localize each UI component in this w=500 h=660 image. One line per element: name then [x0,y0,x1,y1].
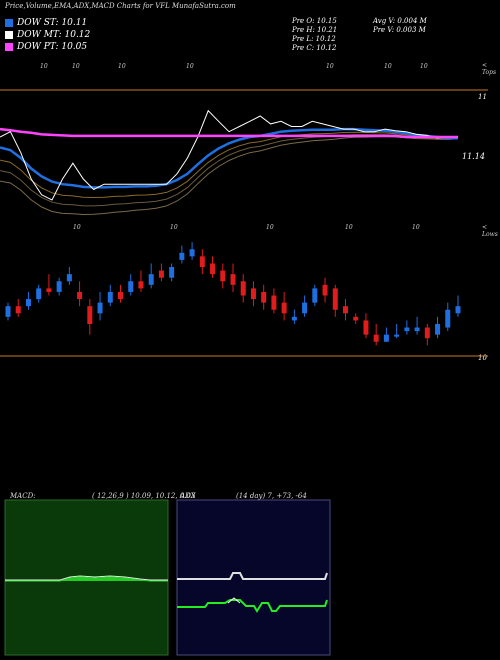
tops-label: < Tops [482,62,497,76]
candle-body [169,267,175,278]
candle-body [261,291,267,303]
candle-body [56,281,62,292]
candle-body [332,288,338,310]
legend-swatch-white [5,31,13,39]
ema-level-1114: 11.14 [462,152,485,161]
candle-body [455,306,461,314]
lows-label: < Lows [482,224,498,238]
low-marker-2: 10 [170,224,178,231]
candle-body [158,270,164,278]
candle-body [46,288,52,292]
candle-body [404,327,410,332]
macd-line [5,575,168,581]
candle-body [5,306,11,317]
candle-body [138,281,144,289]
macd-name: MACD: [10,492,36,500]
top-marker-6: 10 [384,63,392,70]
prev-high: Pre H: 10.21 [292,26,338,34]
candle-body [179,252,185,260]
legend-dow-st: DOW ST: 10.11 [5,18,87,28]
chart-title: Price,Volume,EMA,ADX,MACD Charts for VFL… [5,2,236,10]
prev-open: Pre O: 10.15 [292,17,337,25]
candle-body [343,306,348,314]
candle-body [281,302,287,314]
candle-body [271,295,277,310]
adx-name: ADX [180,492,196,500]
candle-body [394,334,400,337]
legend-swatch-magenta [5,43,13,51]
candles [5,242,461,346]
top-marker-2: 10 [72,63,80,70]
candle-body [312,288,318,303]
candle-body [25,299,31,307]
candle-body [77,291,83,300]
macd-params: ( 12,26,9 ) 10.09, 10.12, 0.03 [92,492,196,500]
legend-swatch-blue [5,19,13,27]
candle-body [189,249,195,257]
adx-plus-di-line [177,572,328,580]
candle-body [373,334,379,342]
legend-label-mt: DOW MT: 10.12 [17,30,91,40]
price-level-10: 10 [478,354,487,362]
adx-panel [176,499,331,656]
ema-level-11: 11 [478,93,487,101]
candle-body [118,291,123,300]
adx-line [227,597,241,604]
candle-body [291,316,297,321]
top-marker-4: 10 [186,63,194,70]
candle-body [353,316,359,321]
prev-volume: Pre V: 0.003 M [373,26,426,34]
macd-histogram [60,577,150,581]
legend-dow-mt: DOW MT: 10.12 [5,30,90,40]
candle-body [302,302,308,314]
candle-body [97,302,103,314]
low-marker-5: 10 [412,224,420,231]
candle-body [87,306,93,324]
candle-body [322,284,328,296]
ema-aux-line-0 [0,131,459,199]
legend-label-st: DOW ST: 10.11 [17,18,88,28]
ema-aux-line-2 [0,136,459,216]
candle-body [66,274,72,282]
adx-params: (14 day) 7, +73, -64 [236,492,307,500]
candle-body [363,320,369,335]
candle-body [230,274,236,285]
ema-line-dow-st [0,127,458,189]
top-marker-7: 10 [420,63,428,70]
avg-volume: Avg V: 0.004 M [373,17,427,25]
candle-body [445,309,451,328]
candle-body [240,281,246,296]
candle-body [15,306,21,314]
top-marker-5: 10 [326,63,334,70]
low-marker-4: 10 [345,224,353,231]
candle-body [148,274,154,285]
candle-body [210,263,216,275]
ema-lines [0,109,459,216]
candle-body [36,288,42,300]
ema-line-dow-pt [0,127,458,139]
prev-low: Pre L: 10.12 [292,35,336,43]
candle-body [424,327,430,339]
candle-body [199,256,205,268]
legend-label-pt: DOW PT: 10.05 [17,42,88,52]
candle-body [220,270,226,282]
candle-body [250,288,256,300]
prev-close: Pre C: 10.12 [292,44,337,52]
adx-minus-di-line [177,599,328,613]
candle-body [383,334,389,342]
top-marker-3: 10 [118,63,126,70]
candle-body [435,323,441,335]
ema-line-dow-mt [0,109,458,201]
legend-dow-pt: DOW PT: 10.05 [5,42,87,52]
low-marker-3: 10 [266,224,274,231]
top-marker-1: 10 [40,63,48,70]
low-marker-1: 10 [73,224,81,231]
candle-body [414,327,420,332]
candle-body [128,281,134,292]
candle-body [107,291,113,303]
